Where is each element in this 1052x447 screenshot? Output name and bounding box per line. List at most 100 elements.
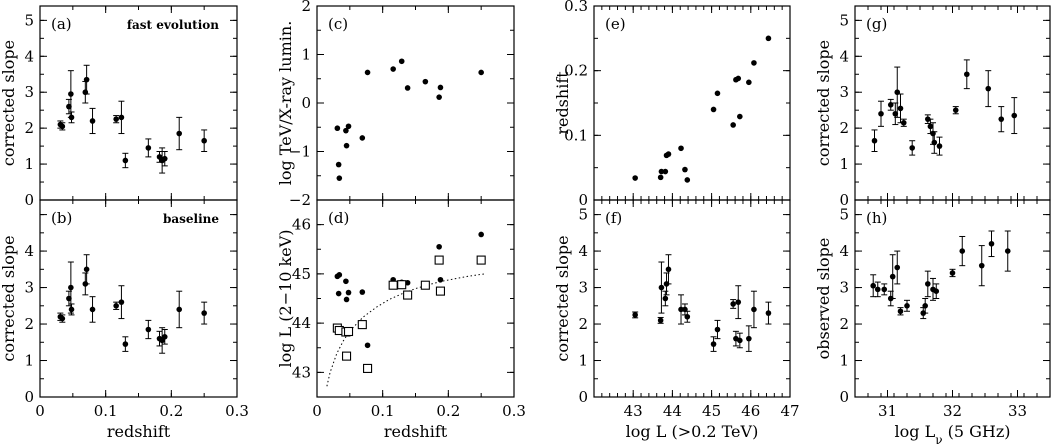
y-tick-label: 0 [24,191,34,209]
y-tick-label: 5 [578,206,588,224]
data-point [145,326,152,333]
data-point-square [420,280,430,290]
data-point [89,118,96,124]
x-tick-label: 44 [663,402,682,420]
data-point-square [363,363,373,373]
y-axis-label: redshift [553,71,572,135]
data-point-square [343,326,354,337]
data-point [925,281,931,287]
data-point-square [403,290,413,300]
data-point [176,130,183,137]
panel-h: 0 1 2 3 4 5 31 32 33 observed slope log Lν (5 GHz)… [814,199,1051,447]
y-tick-label: 4 [24,47,34,65]
data-point [83,76,90,83]
x-axis-label: log Lν (5 GHz) [895,422,1011,447]
y-tick-label: 1 [301,46,311,64]
data-point [678,145,684,152]
data-point-square [357,320,367,330]
data-point [122,341,129,347]
data-point [897,308,904,315]
data-point [122,157,129,164]
x-tick-label: 32 [943,402,962,420]
y-tick-label: 0 [839,191,849,209]
data-point-square [341,351,352,361]
data-point [874,286,881,293]
data-layer [632,35,772,183]
data-point [1011,112,1018,119]
data-point [678,306,684,313]
data-point [359,289,366,295]
data-point [684,313,691,320]
data-point [422,78,429,85]
data-point [878,110,884,117]
data-point [437,276,444,283]
data-point [894,264,901,271]
x-tick-label: 43 [624,402,643,420]
data-point [113,302,119,309]
data-point-square [388,280,398,290]
data-point [881,286,888,293]
data-point [904,302,910,309]
data-point [176,306,183,313]
y-tick-label: 0 [24,388,34,406]
x-tick-label: 0.2 [436,402,460,420]
data-layer [871,59,1018,156]
y-tick-label: 4 [839,47,849,65]
data-point [161,334,168,340]
panel-label: (c) [328,15,348,33]
panel-c: −2 −1 0 1 2 log TeV/X-ray lumin. (c) [276,0,515,209]
data-point [665,151,672,157]
data-point [359,135,366,141]
x-axis-label: log L (>0.2 TeV) [626,422,759,441]
data-point [737,113,743,120]
panel-label: (a) [51,15,72,33]
y-tick-label: 3 [578,279,588,297]
panel-label: (d) [328,209,349,227]
data-point [66,295,72,302]
y-tick-label: 46 [292,216,311,234]
y-tick-label: 4 [839,242,849,260]
data-point [201,137,207,144]
y-tick-label: 0.3 [564,0,588,15]
data-point [735,299,742,305]
data-point [922,302,928,309]
data-point [478,69,484,76]
data-point [765,35,772,42]
y-tick-label: 1 [24,352,34,370]
data-point-square [435,286,446,296]
data-point-square [397,280,407,290]
y-tick-label: 0 [578,388,588,406]
data-layer [57,64,208,174]
data-point [343,142,350,149]
data-point [662,295,669,302]
data-point [662,168,669,175]
x-tick-label: 0 [35,402,45,420]
data-point [343,278,349,285]
data-point [364,342,371,349]
y-tick-label: 2 [301,0,311,15]
y-tick-label: 0.1 [564,126,588,144]
data-point [59,315,66,322]
data-point [964,71,970,78]
data-point [936,143,943,149]
panel-annotation: fast evolution [127,18,219,32]
y-tick-label: 5 [839,206,849,224]
y-tick-label: 1 [24,155,34,173]
data-point [68,284,74,291]
y-tick-label: 0.2 [564,62,588,80]
data-layer [870,230,1011,320]
x-axis-label: redshift [384,422,448,441]
x-axis-label: redshift [107,422,171,441]
data-point-square [434,255,444,265]
x-tick-label: 31 [878,402,897,420]
data-point [390,66,396,72]
panel-b: 0 1 2 3 4 0 0.1 0.2 0.3 corrected slope redshift (b… [0,199,249,441]
x-tick-label: 0.1 [94,402,118,420]
y-tick-label: 2 [578,315,588,333]
y-tick-label: 3 [839,279,849,297]
y-tick-label: 5 [24,11,34,29]
x-tick-label: 33 [1008,402,1027,420]
data-point-square [476,255,486,265]
x-tick-label: 0.3 [502,402,526,420]
data-layer [334,58,484,181]
